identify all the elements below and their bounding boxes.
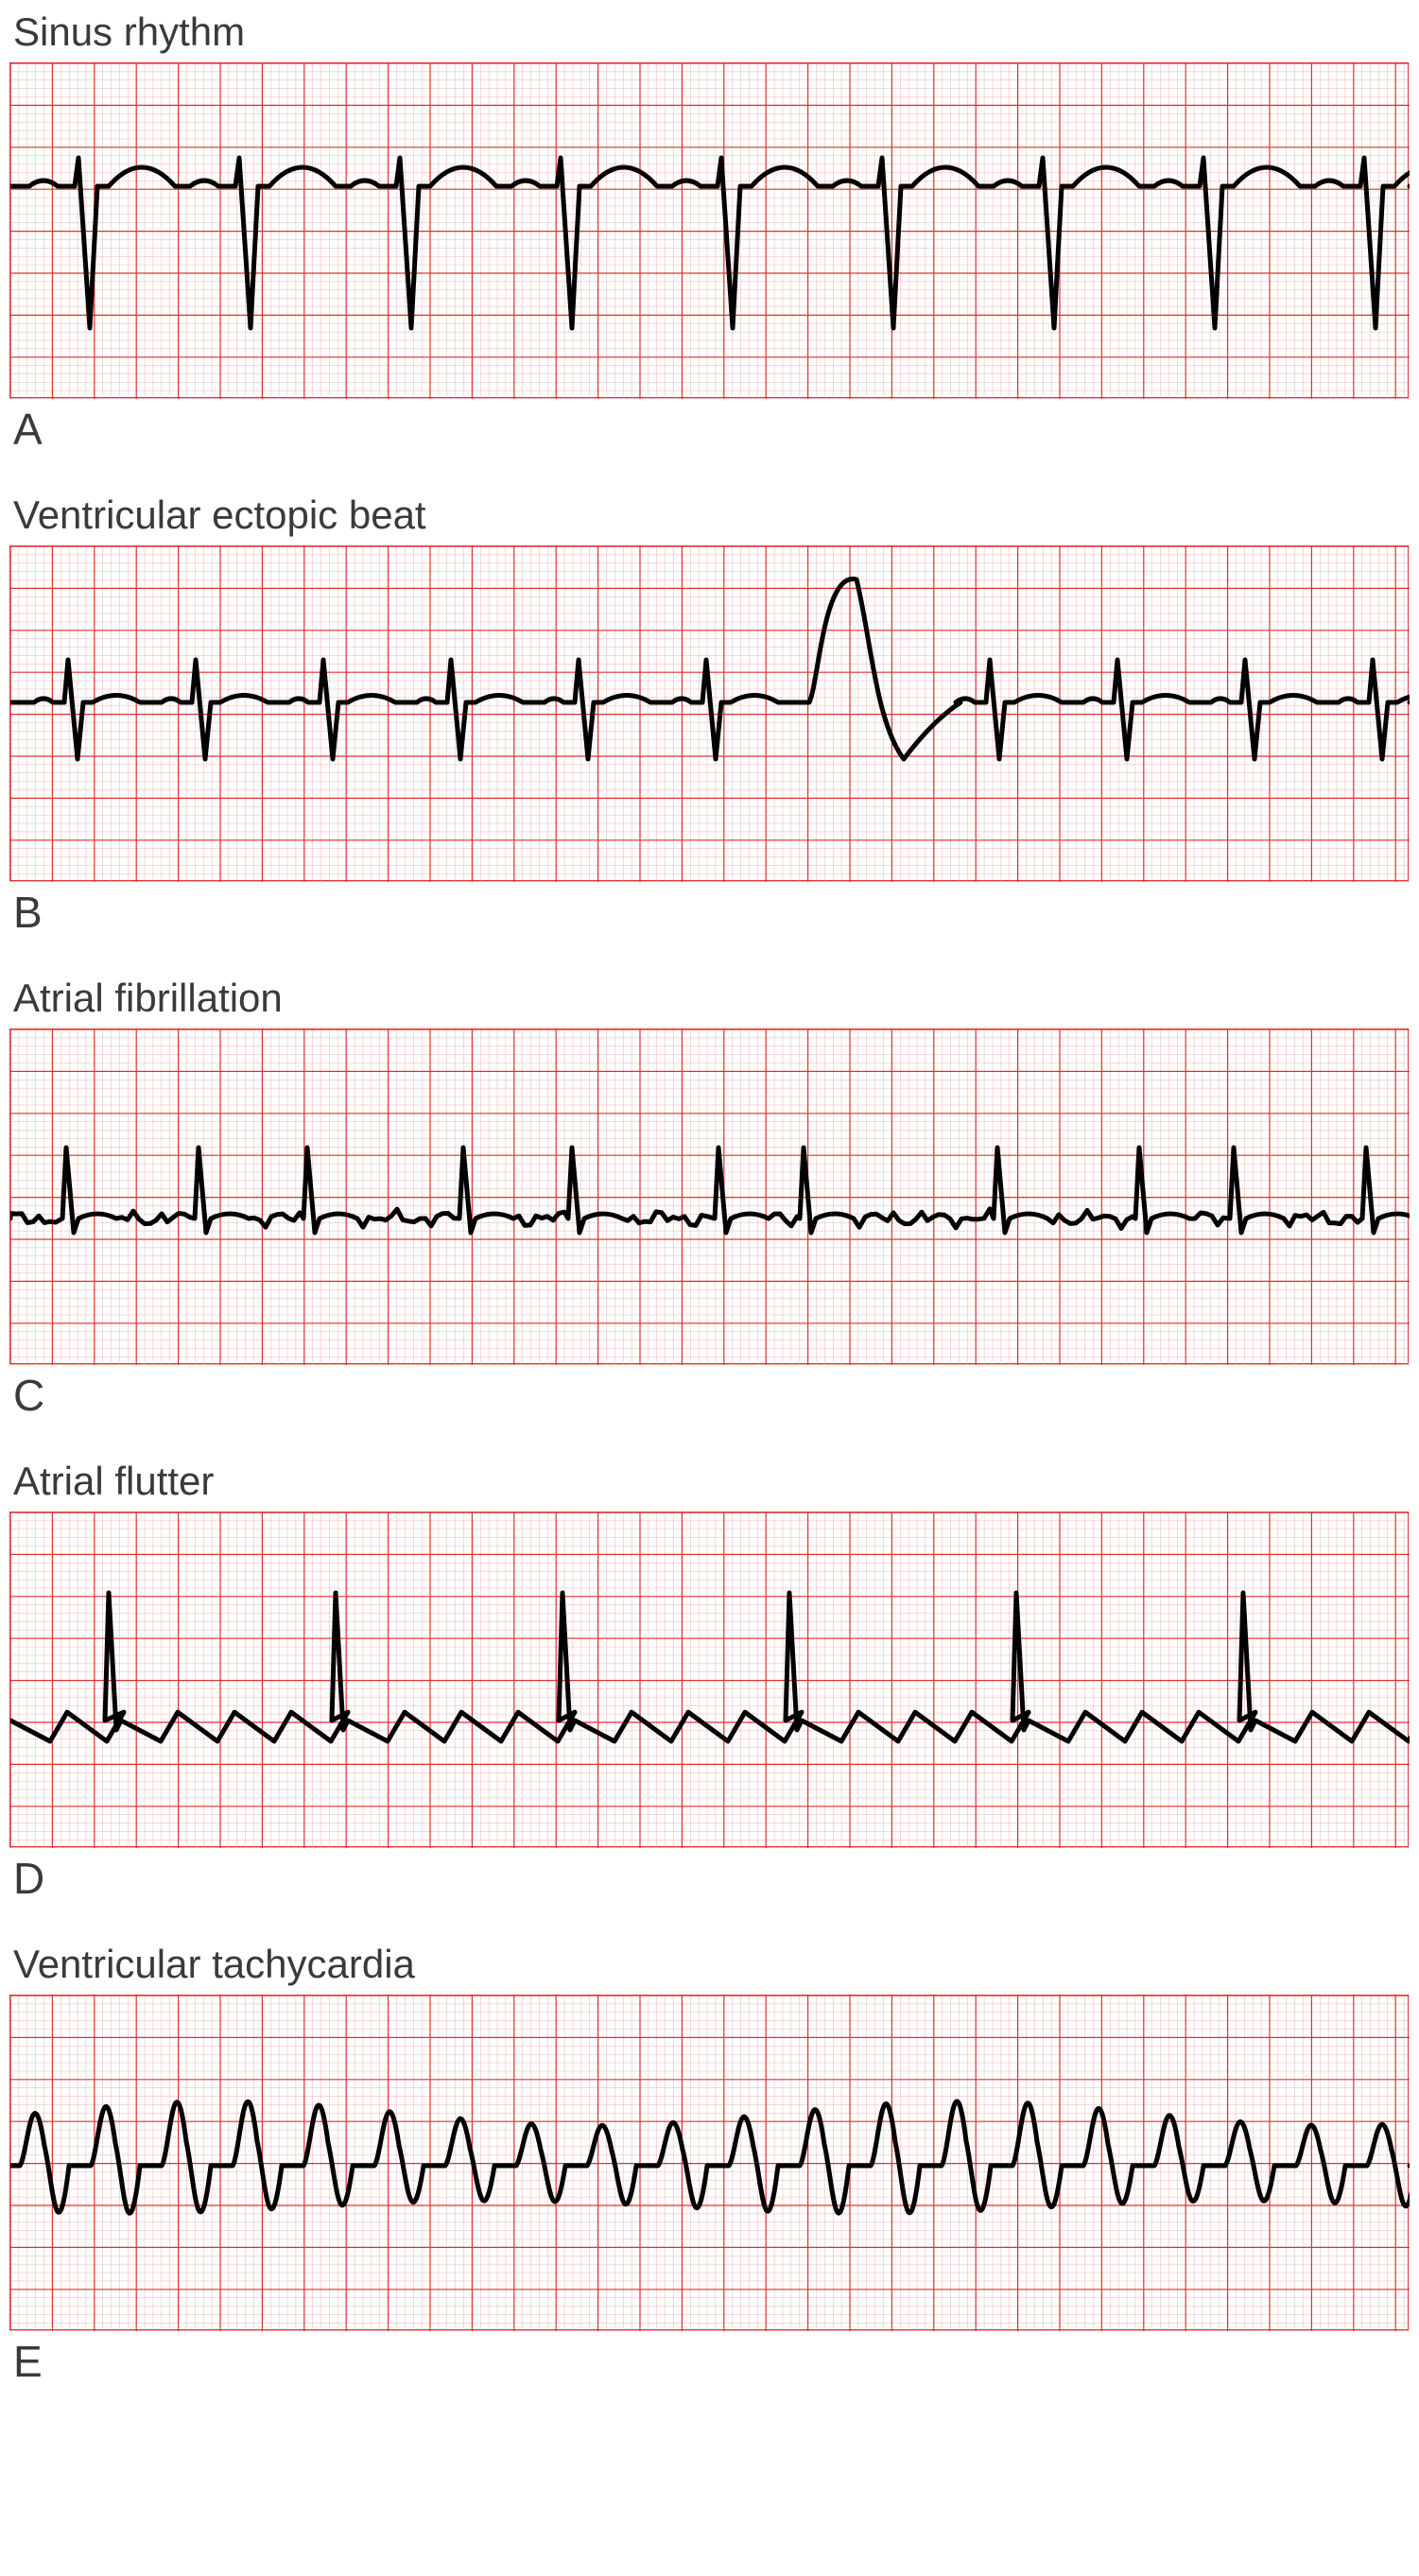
ecg-svg: [10, 1513, 1410, 1848]
ecg-grid-box: [9, 1029, 1409, 1364]
panel-title: Ventricular ectopic beat: [13, 493, 1410, 538]
ecg-panel-a: Sinus rhythm A: [9, 9, 1410, 455]
ecg-panel-d: Atrial flutter D: [9, 1459, 1410, 1904]
ecg-panel-b: Ventricular ectopic beat B: [9, 493, 1410, 938]
ecg-grid-box: [9, 1512, 1409, 1847]
panel-title: Atrial flutter: [13, 1459, 1410, 1504]
ecg-svg: [10, 1029, 1410, 1365]
panel-title: Ventricular tachycardia: [13, 1942, 1410, 1987]
ecg-grid-box: [9, 545, 1409, 881]
ecg-svg: [10, 1996, 1410, 2331]
panel-letter: A: [13, 404, 1410, 455]
panel-letter: D: [13, 1853, 1410, 1904]
ecg-panel-c: Atrial fibrillation C: [9, 976, 1410, 1421]
ecg-panel-e: Ventricular tachycardia E: [9, 1942, 1410, 2387]
ecg-grid-box: [9, 62, 1409, 398]
ecg-grid: [10, 63, 1410, 399]
ecg-svg: [10, 63, 1410, 399]
panel-title: Atrial fibrillation: [13, 976, 1410, 1021]
panel-letter: B: [13, 887, 1410, 938]
ecg-grid: [10, 1029, 1410, 1365]
panel-letter: E: [13, 2336, 1410, 2387]
ecg-grid: [10, 1513, 1410, 1848]
panel-title: Sinus rhythm: [13, 9, 1410, 55]
ecg-grid-box: [9, 1995, 1409, 2330]
ecg-svg: [10, 546, 1410, 882]
panel-letter: C: [13, 1370, 1410, 1421]
